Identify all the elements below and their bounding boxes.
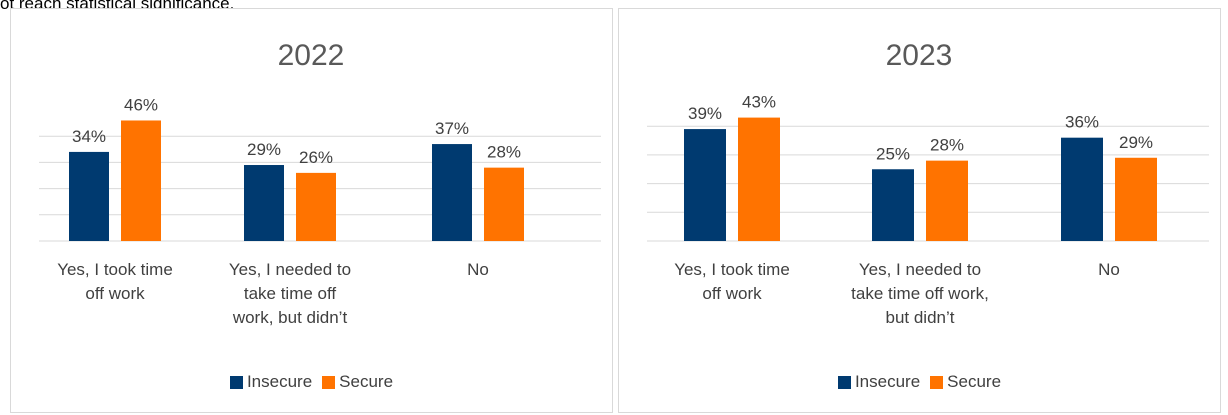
legend-insecure: Insecure xyxy=(837,372,921,392)
legend-secure-swatch xyxy=(322,375,336,389)
category-label: Yes, I needed to xyxy=(859,260,981,279)
legend-insecure-swatch xyxy=(837,375,851,389)
chart-2023-svg: 2023 39% 25% 36% 43% 28% 29% Yes, I took time of… xyxy=(647,39,1209,327)
category-label: Yes, I took time xyxy=(674,260,790,279)
bar-insecure-2 xyxy=(872,169,914,241)
data-label: 36% xyxy=(1065,113,1099,132)
bar-secure-3 xyxy=(484,167,524,241)
chart-title: 2023 xyxy=(886,39,953,72)
chart-2023-panel: 2023 39% 25% 36% 43% 28% 29% Yes, I took time of… xyxy=(618,8,1221,413)
data-label: 39% xyxy=(688,104,722,123)
data-label: 25% xyxy=(876,144,910,163)
bar-insecure-1 xyxy=(69,151,109,241)
chart-2022-legend: Insecure Secure xyxy=(11,372,612,392)
category-label: off work xyxy=(85,284,145,303)
chart-2022-panel: 2022 34% 29% 37% 46% 26% 28% Yes, I took time of… xyxy=(10,8,613,413)
legend-secure-label: Secure xyxy=(947,372,1002,391)
legend-insecure-swatch xyxy=(229,375,243,389)
category-label: work, but didn’t xyxy=(232,308,348,327)
data-label: 28% xyxy=(930,136,964,155)
legend-insecure-label: Insecure xyxy=(246,372,313,391)
bar-secure-1 xyxy=(738,117,780,241)
legend-secure-swatch xyxy=(930,375,944,389)
bar-secure-1 xyxy=(121,120,161,241)
category-label: take time off xyxy=(244,284,337,303)
legend-secure: Secure xyxy=(930,372,1001,392)
bar-secure-2 xyxy=(926,160,968,241)
legend-secure: Secure xyxy=(322,372,393,392)
category-label: take time off work, xyxy=(851,284,989,303)
data-label: 37% xyxy=(435,119,469,138)
data-label: 29% xyxy=(1119,133,1153,152)
chart-title: 2022 xyxy=(278,39,345,72)
chart-2022-svg: 2022 34% 29% 37% 46% 26% 28% Yes, I took time of… xyxy=(39,39,601,327)
bar-insecure-3 xyxy=(1061,137,1103,241)
bar-insecure-1 xyxy=(684,129,726,241)
data-label: 46% xyxy=(124,95,158,114)
bar-secure-2 xyxy=(296,172,336,241)
data-label: 29% xyxy=(247,140,281,159)
legend-insecure: Insecure xyxy=(229,372,313,392)
data-label: 28% xyxy=(487,143,521,162)
category-label: Yes, I needed to xyxy=(229,260,351,279)
category-label: No xyxy=(1098,260,1120,279)
bar-insecure-2 xyxy=(244,165,284,241)
legend-secure-label: Secure xyxy=(339,372,394,391)
category-label: No xyxy=(467,260,489,279)
category-label: off work xyxy=(702,284,762,303)
category-label: Yes, I took time xyxy=(57,260,173,279)
data-label: 43% xyxy=(742,93,776,112)
data-label: 26% xyxy=(299,148,333,167)
data-label: 34% xyxy=(72,127,106,146)
bar-secure-3 xyxy=(1115,157,1157,241)
legend-insecure-label: Insecure xyxy=(854,372,921,391)
bar-insecure-3 xyxy=(432,144,472,241)
category-label: but didn’t xyxy=(886,308,955,327)
chart-2023-legend: Insecure Secure xyxy=(619,372,1220,392)
